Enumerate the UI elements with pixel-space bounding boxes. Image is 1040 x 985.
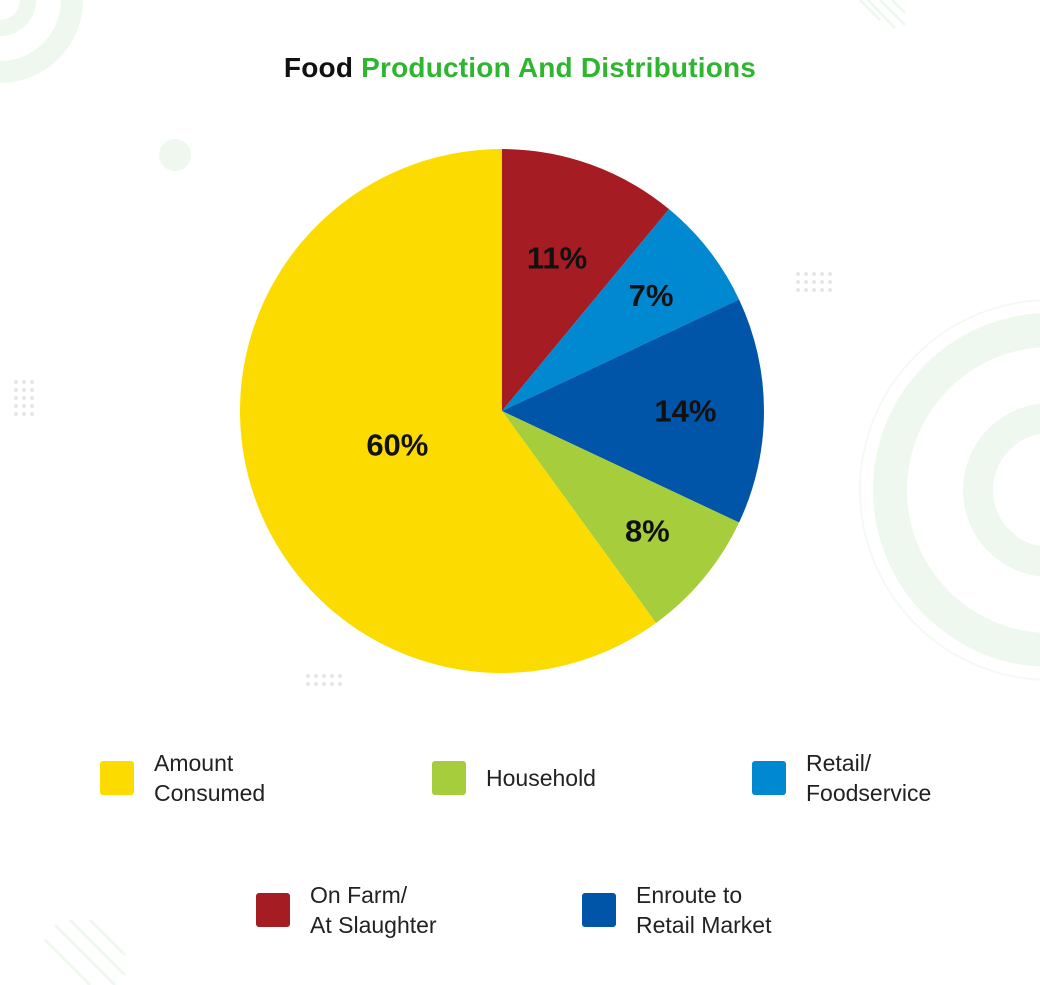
- pie-slice-label-1: 11%: [527, 241, 587, 276]
- legend-label-line: Consumed: [154, 780, 266, 806]
- legend-label-line: On Farm/: [310, 882, 408, 908]
- legend-label: Retail/Foodservice: [806, 748, 931, 808]
- pie-slice-label-3: 14%: [654, 394, 716, 429]
- pie-slice-4: [502, 411, 740, 623]
- legend-label: Amount Consumed: [154, 748, 265, 808]
- legend-label: On Farm/At Slaughter: [310, 880, 437, 940]
- legend-label-line: Retail/: [806, 750, 872, 776]
- legend-swatch: [100, 761, 134, 795]
- legend-label-line: Household: [486, 765, 596, 791]
- legend-label-line: Foodservice: [806, 780, 932, 806]
- pie-slice-label-5: 60%: [366, 428, 428, 463]
- chart-title-part2: Production And Distributions: [361, 52, 757, 83]
- pie-chart: 11% 7% 14% 8% 60%: [240, 149, 764, 673]
- legend-item-4: On Farm/At Slaughter: [256, 878, 437, 942]
- pie-slice-label-2: 7%: [629, 278, 674, 313]
- pie-slice-label-4: 8%: [625, 514, 670, 549]
- chart-title-part1: Food: [283, 52, 354, 83]
- chart-title: Food Production And Distributions: [0, 52, 1040, 84]
- legend-label-line: At Slaughter: [310, 912, 437, 938]
- pie-slice-5: [240, 149, 656, 673]
- legend-item-2: Household: [432, 761, 596, 795]
- legend-swatch: [582, 893, 616, 927]
- legend-label: Household: [486, 763, 596, 793]
- legend-swatch: [752, 761, 786, 795]
- pie-slice-3: [502, 299, 764, 523]
- pie-slice-1: [502, 149, 670, 411]
- legend-label-line: Amount: [154, 750, 234, 776]
- legend-label-line: Enroute to: [636, 882, 743, 908]
- legend-item-5: Enroute to Retail Market: [582, 878, 771, 942]
- legend-label: Enroute to Retail Market: [636, 880, 771, 940]
- legend-label-line: Retail Market: [636, 912, 772, 938]
- legend-item-1: Amount Consumed: [100, 746, 265, 810]
- pie-slice-2: [502, 209, 740, 411]
- legend-item-3: Retail/Foodservice: [752, 746, 931, 810]
- legend-swatch: [256, 893, 290, 927]
- legend-swatch: [432, 761, 466, 795]
